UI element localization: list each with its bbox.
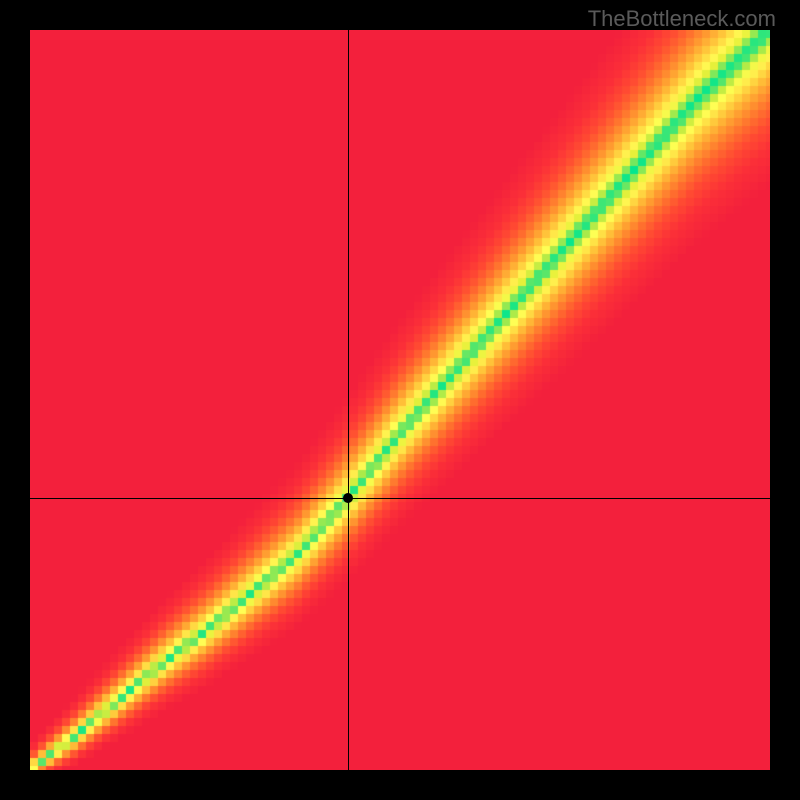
- crosshair-vertical: [348, 30, 349, 770]
- watermark-text: TheBottleneck.com: [588, 6, 776, 32]
- heatmap-canvas: [30, 30, 770, 770]
- heatmap-plot: [30, 30, 770, 770]
- crosshair-horizontal: [30, 498, 770, 499]
- data-point-marker: [343, 493, 353, 503]
